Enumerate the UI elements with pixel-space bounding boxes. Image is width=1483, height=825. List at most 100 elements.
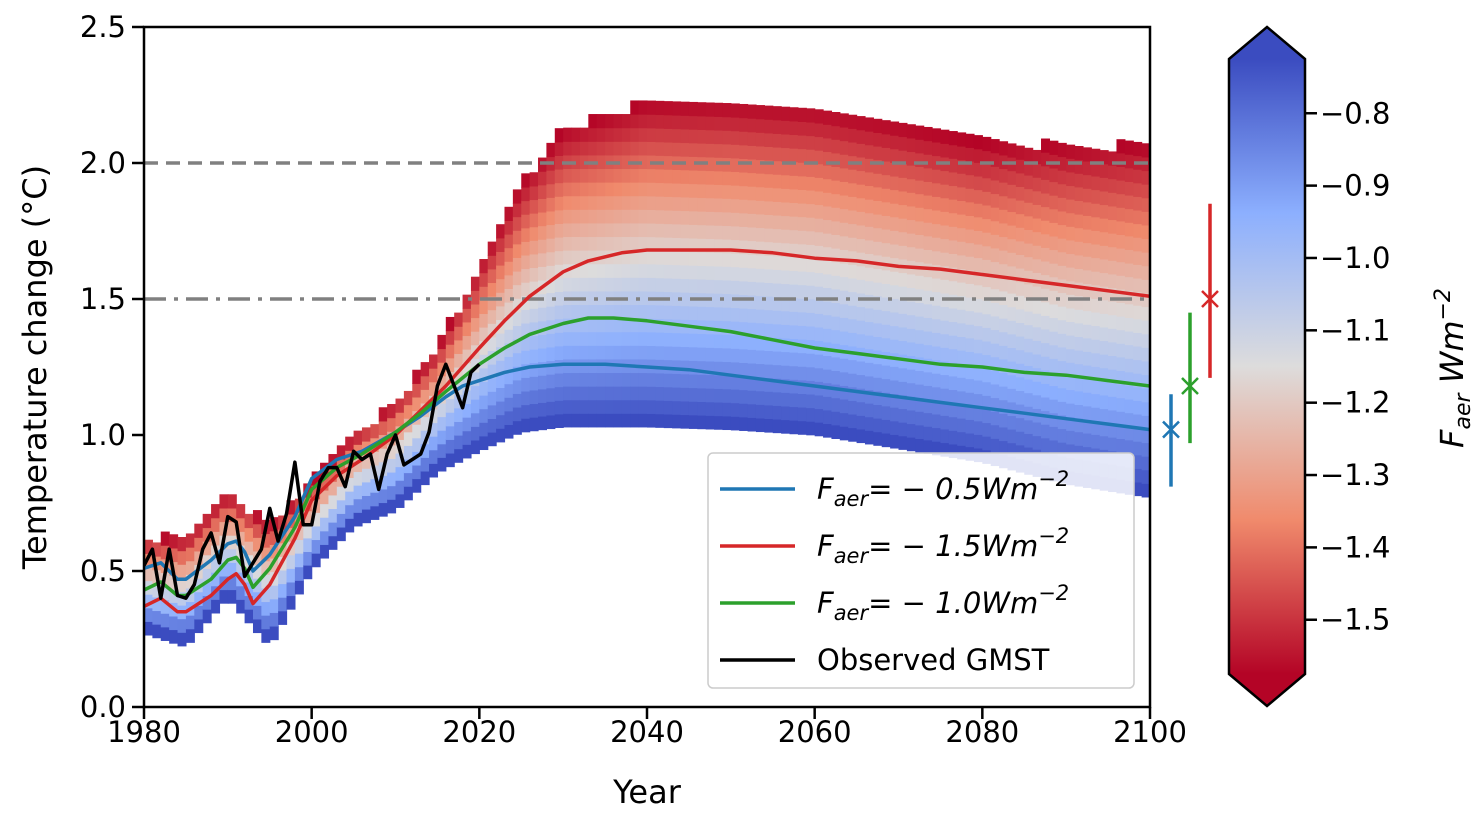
ensemble-cell [1133, 182, 1143, 197]
ensemble-cell [764, 377, 774, 392]
ensemble-cell [294, 525, 304, 541]
ensemble-cell [948, 389, 958, 404]
ensemble-cell [781, 392, 791, 407]
ensemble-cell [999, 277, 1009, 292]
ensemble-cell [680, 414, 690, 429]
colorbar-tick-label: −1.2 [1320, 386, 1390, 420]
ensemble-cell [856, 374, 866, 389]
ensemble-cell [554, 304, 564, 320]
ensemble-cell [621, 195, 631, 210]
ensemble-cell [948, 403, 958, 418]
ensemble-cell [630, 263, 640, 278]
ensemble-cell [764, 241, 774, 256]
ensemble-cell [169, 547, 179, 563]
ensemble-cell [1124, 412, 1134, 427]
ensemble-cell [647, 413, 656, 428]
ensemble-cell [823, 110, 833, 125]
ensemble-cell [999, 195, 1009, 210]
ensemble-cell [948, 253, 958, 268]
ensemble-cell [1082, 378, 1092, 393]
ensemble-cell [244, 609, 254, 624]
ensemble-cell [1091, 420, 1101, 435]
ensemble-cell [412, 396, 422, 412]
ensemble-cell [1041, 260, 1050, 276]
ensemble-cell [739, 416, 749, 431]
ensemble-cell [688, 169, 698, 185]
ensemble-cell [554, 345, 564, 360]
ensemble-cell [831, 152, 841, 167]
ensemble-cell [739, 212, 749, 227]
ensemble-cell [487, 241, 497, 256]
ensemble-cell [571, 209, 581, 224]
y-tick-label: 0.0 [80, 690, 126, 724]
ensemble-cell [512, 420, 522, 435]
ensemble-cell [839, 167, 849, 182]
ensemble-cell [789, 202, 799, 217]
ensemble-cell [739, 307, 749, 323]
ensemble-cell [429, 463, 439, 478]
ensemble-cell [470, 426, 480, 441]
ensemble-cell [244, 527, 254, 542]
ensemble-cell [1133, 481, 1143, 497]
ensemble-cell [521, 418, 531, 433]
ensemble-cell [546, 278, 556, 294]
ensemble-cell [345, 477, 355, 492]
ensemble-cell [1091, 271, 1101, 286]
ensemble-cell [554, 209, 564, 224]
ensemble-cell [906, 137, 916, 153]
ensemble-cell [1082, 215, 1092, 230]
ensemble-cell [1015, 295, 1025, 310]
ensemble-cell [445, 316, 455, 332]
ensemble-cell [864, 362, 874, 377]
ensemble-cell [588, 331, 598, 346]
ensemble-cell [621, 277, 631, 292]
ensemble-cell [797, 202, 807, 218]
ensemble-cell [772, 187, 782, 202]
ensemble-cell [1032, 421, 1042, 437]
ensemble-cell [588, 318, 598, 333]
ensemble-cell [1099, 299, 1109, 314]
ensemble-cell [194, 550, 204, 566]
ensemble-cell [772, 269, 782, 284]
ensemble-cell [621, 154, 631, 170]
ensemble-cell [479, 286, 489, 301]
ensemble-cell [789, 297, 799, 312]
ensemble-cell [697, 183, 707, 199]
ensemble-cell [647, 372, 656, 387]
ensemble-cell [613, 182, 623, 197]
ensemble-cell [1041, 437, 1050, 452]
ensemble-cell [873, 322, 883, 337]
ensemble-cell [1116, 343, 1126, 358]
ensemble-cell [655, 264, 665, 279]
ensemble-cell [789, 284, 799, 299]
ensemble-cell [898, 218, 908, 233]
ensemble-cell [353, 485, 363, 500]
ensemble-cell [672, 359, 682, 374]
ensemble-cell [496, 333, 506, 348]
ensemble-cell [605, 222, 615, 238]
ensemble-cell [169, 629, 179, 644]
ensemble-cell [932, 413, 942, 429]
ensemble-cell [789, 148, 799, 163]
ensemble-cell [1057, 428, 1067, 443]
ensemble-cell [487, 364, 497, 379]
ensemble-cell [1066, 239, 1076, 255]
ensemble-cell [923, 412, 933, 427]
ensemble-cell [772, 378, 782, 393]
ensemble-cell [1024, 270, 1034, 285]
ensemble-cell [521, 214, 531, 229]
ensemble-cell [588, 290, 598, 306]
ensemble-cell [965, 296, 975, 312]
ensemble-cell [345, 450, 355, 465]
ensemble-cell [487, 336, 497, 352]
ensemble-cell [1066, 280, 1076, 295]
ensemble-cell [1024, 378, 1034, 394]
ensemble-cell [672, 169, 682, 184]
ensemble-cell [605, 168, 615, 183]
ensemble-cell [655, 141, 665, 156]
ensemble-cell [898, 272, 908, 287]
ensemble-cell [496, 305, 506, 320]
ensemble-cell [437, 443, 447, 458]
ensemble-cell [1141, 360, 1150, 376]
ensemble-cell [772, 242, 782, 257]
